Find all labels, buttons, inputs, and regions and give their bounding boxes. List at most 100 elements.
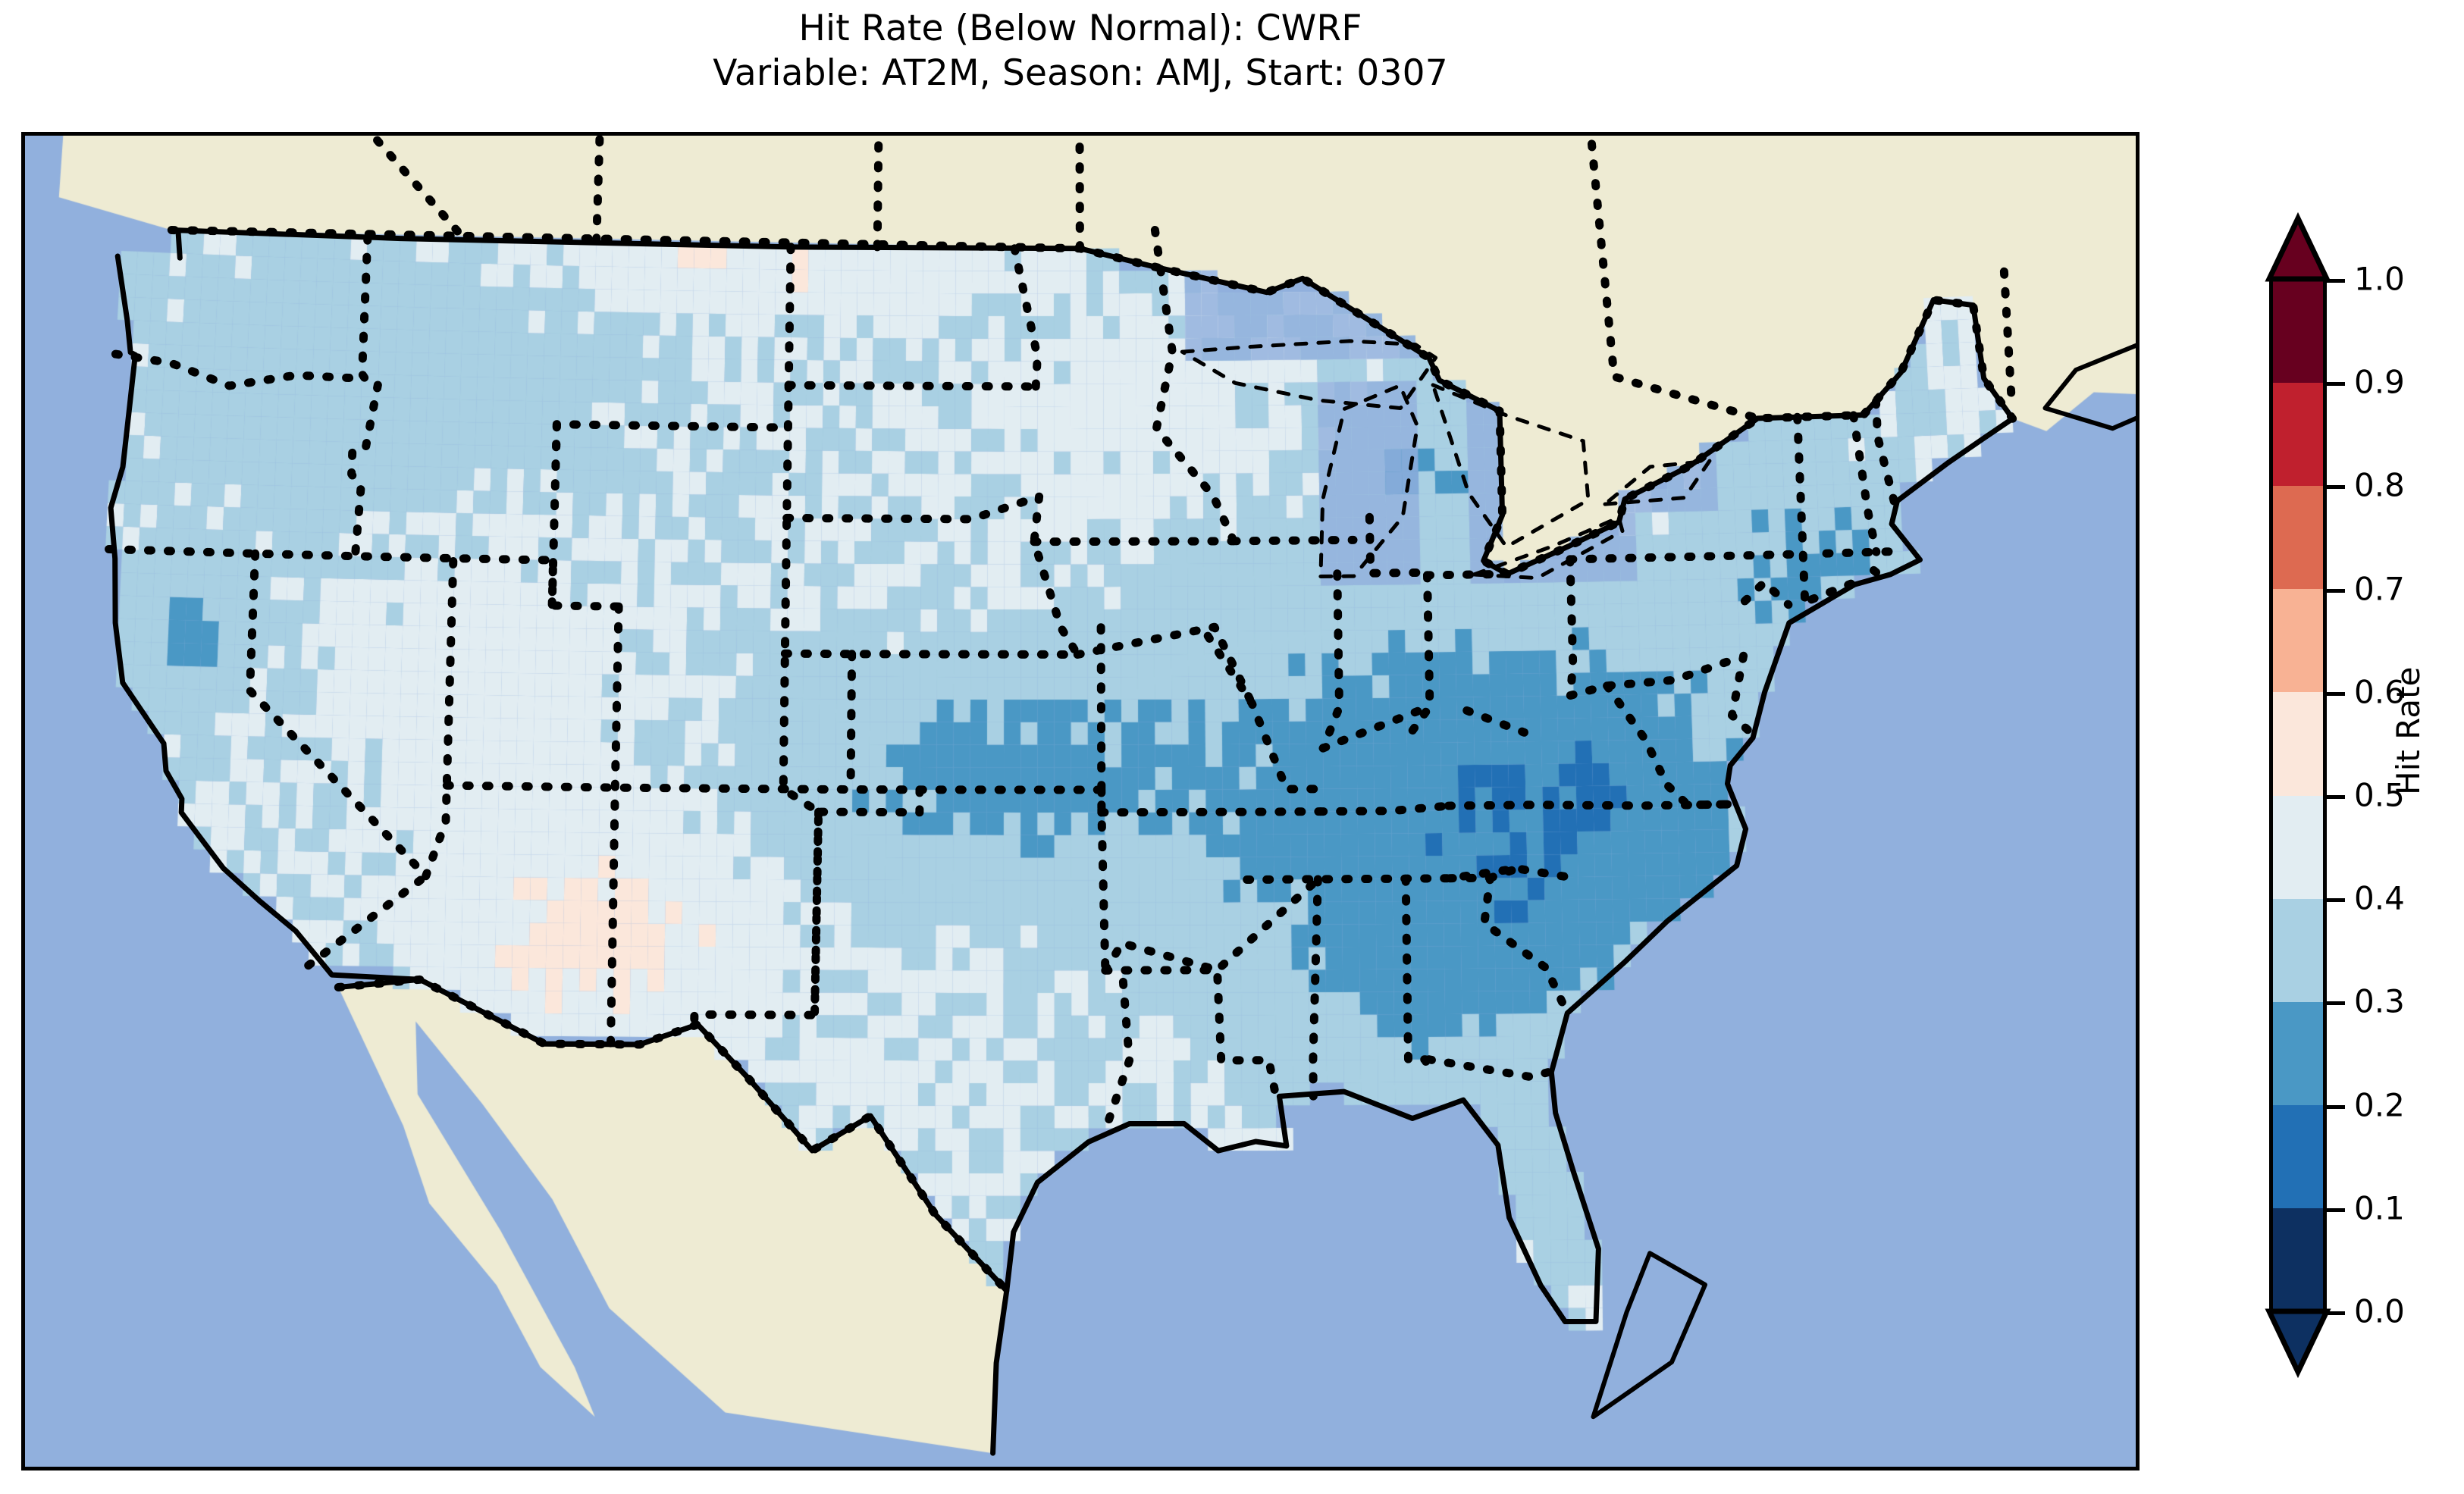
state-border-21 (1203, 631, 1324, 794)
state-border-33 (1101, 875, 1322, 975)
state-border-38 (1486, 864, 1522, 882)
state-border-7 (547, 420, 561, 610)
state-border-28 (1603, 681, 1736, 810)
lake-ontario (1603, 459, 1712, 506)
colorbar-band-3 (2269, 898, 2327, 1002)
state-border-36 (1425, 1055, 1553, 1082)
coastline-bahamas (1591, 1251, 1707, 1420)
colorbar-band-7 (2269, 485, 2327, 590)
state-border-42 (814, 785, 924, 817)
state-border-54 (1462, 706, 1528, 737)
state-border-4 (422, 554, 458, 881)
state-border-45 (1822, 547, 1898, 558)
colorbar-tick-label-0.1: 0.1 (2354, 1189, 2405, 1227)
state-border-53 (1318, 702, 1434, 753)
title-line-1: Hit Rate (Below Normal): CWRF (798, 8, 1362, 49)
border-ab-sk (592, 136, 604, 248)
colorbar-tick-0.3 (2327, 1001, 2345, 1006)
colorbar-band-0 (2269, 1207, 2327, 1312)
title-line-2: Variable: AT2M, Season: AMJ, Start: 0307 (713, 52, 1448, 95)
border-us-canada (167, 226, 2017, 578)
state-border-0 (347, 233, 383, 561)
colorbar-band-4 (2269, 795, 2327, 899)
colorbar-tick-0.1 (2327, 1207, 2345, 1212)
state-border-15 (1096, 623, 1110, 975)
state-border-17 (1010, 244, 1042, 391)
colorbar-under-arrow (2265, 1308, 2331, 1379)
border-bc-ab (367, 136, 470, 245)
colorbar-tick-0.5 (2327, 795, 2345, 799)
state-border-52 (1870, 565, 1889, 584)
state-border-2 (105, 545, 623, 611)
border-on-qc (1586, 136, 1762, 423)
state-border-3 (246, 549, 431, 881)
state-border-1 (111, 349, 370, 390)
colorbar-band-6 (2269, 588, 2327, 693)
state-border-41 (1105, 966, 1134, 1124)
map-axes (21, 132, 2140, 1471)
state-border-49 (1807, 575, 1865, 604)
colorbar-axis-label: Hit Rate (2390, 666, 2427, 795)
colorbar-band-2 (2269, 1001, 2327, 1106)
lake-erie (1472, 515, 1625, 581)
state-border-39 (1101, 938, 1281, 1101)
state-border-47 (1849, 411, 1881, 556)
state-border-11 (782, 492, 1044, 524)
colorbar-tick-label-0.3: 0.3 (2354, 982, 2405, 1020)
colorbar-tick-label-0.2: 0.2 (2354, 1086, 2405, 1124)
colorbar-ticks: 1.0 0.9 0.8 0.7 0.6 0.5 0.4 0.3 0.2 0.1 0.0 (2327, 0, 2456, 1494)
hit-rate-raster (25, 136, 2136, 1467)
state-border-56 (304, 872, 431, 970)
colorbar-tick-0.7 (2327, 588, 2345, 593)
border-qc-nb (1999, 267, 2016, 400)
colorbar-band-8 (2269, 382, 2327, 486)
colorbar-tick-0.0 (2327, 1311, 2345, 1315)
map-vector-overlay (25, 136, 2136, 1456)
state-border-51 (1566, 550, 1807, 564)
state-border-8 (779, 243, 823, 1019)
colorbar-band-9 (2269, 279, 2327, 383)
colorbar-tick-0.6 (2327, 691, 2345, 696)
state-border-55 (1365, 512, 1431, 578)
state-border-25 (1566, 555, 1578, 700)
state-border-40 (690, 1010, 819, 1023)
colorbar-band-1 (2269, 1104, 2327, 1209)
colorbar-tick-label-1.0: 1.0 (2354, 260, 2405, 298)
lake-michigan (1318, 384, 1419, 578)
state-border-12 (780, 649, 1082, 659)
colorbar-tick-label-0.0: 0.0 (2354, 1292, 2405, 1330)
state-border-16 (1073, 622, 1256, 708)
coastline-novascotia (2042, 343, 2136, 431)
state-border-9 (552, 420, 792, 452)
colorbar-tick-label-0.5: 0.5 (2354, 776, 2405, 814)
state-border-44 (810, 807, 823, 1019)
colorbar-tick-label-0.7: 0.7 (2354, 570, 2405, 608)
state-border-46 (1793, 412, 1810, 604)
colorbar-tick-0.9 (2327, 382, 2345, 387)
state-border-22 (1318, 569, 1343, 753)
colorbar-over-arrow (2265, 211, 2331, 282)
state-border-35 (1401, 874, 1434, 1078)
state-border-50 (1740, 578, 1793, 609)
colorbar-tick-0.2 (2327, 1104, 2345, 1109)
colorbar-tick-label-0.4: 0.4 (2354, 879, 2405, 917)
figure-title: Hit Rate (Below Normal): CWRF Variable: … (0, 6, 2161, 96)
colorbar-tick-0.8 (2327, 485, 2345, 490)
state-border-34 (1309, 875, 1322, 1101)
state-border-5 (442, 781, 1106, 794)
colorbar-tick-1.0 (2327, 279, 2345, 283)
colorbar-tick-label-0.8: 0.8 (2354, 466, 2405, 504)
colorbar[interactable] (2269, 279, 2327, 1312)
state-border-19 (1150, 226, 1238, 546)
state-border-23 (1399, 571, 1434, 747)
colorbar-tick-label-0.9: 0.9 (2354, 363, 2405, 401)
state-border-18 (1030, 537, 1238, 547)
state-border-31 (1097, 807, 1325, 817)
state-border-27 (1728, 651, 1760, 742)
coastline-mexico (335, 976, 1010, 1456)
state-border-14 (1030, 492, 1082, 659)
coastline-conus (108, 227, 2016, 1324)
state-border-24 (1423, 569, 1512, 580)
state-border-13 (846, 650, 857, 794)
state-border-6 (607, 602, 623, 1049)
